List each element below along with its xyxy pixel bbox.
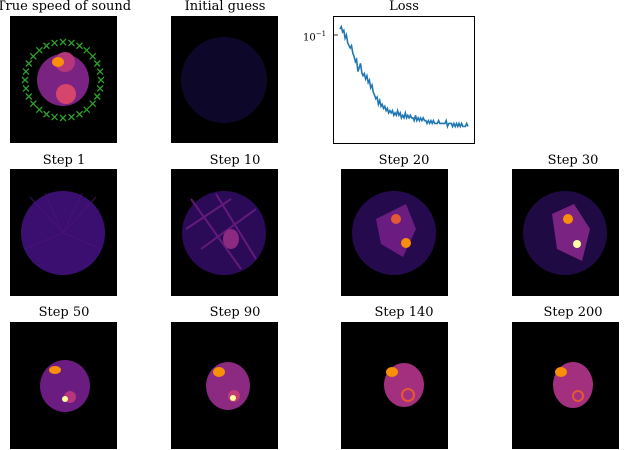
sensor-marker bbox=[96, 68, 104, 76]
loss-chart bbox=[333, 16, 475, 144]
sensor-marker bbox=[76, 110, 83, 118]
step30-region bbox=[552, 204, 590, 261]
panel-true-speed bbox=[10, 16, 117, 143]
panel-step-30 bbox=[512, 169, 619, 296]
sensor-marker bbox=[67, 39, 75, 47]
title-step-200: Step 200 bbox=[543, 305, 603, 320]
sensor-marker bbox=[83, 106, 91, 114]
step10-streaks bbox=[185, 193, 257, 270]
step30-hot-center bbox=[573, 240, 581, 248]
panel-step-10 bbox=[171, 169, 278, 296]
panel-step-140 bbox=[341, 322, 448, 449]
step200-hot-top bbox=[555, 367, 567, 377]
panel-step-1 bbox=[10, 169, 117, 296]
sensor-marker bbox=[22, 84, 30, 92]
title-true-speed: True speed of sound bbox=[0, 0, 132, 14]
panel-step-20 bbox=[341, 169, 448, 296]
sensor-marker bbox=[35, 46, 43, 54]
sensor-marker bbox=[29, 100, 37, 108]
loss-series-line bbox=[339, 24, 469, 130]
step1-streaks bbox=[24, 192, 102, 250]
step20-hot-top bbox=[391, 214, 401, 224]
loss-y-tick-label: 10−1 bbox=[303, 30, 327, 44]
sensor-marker bbox=[76, 42, 83, 50]
sensor-marker bbox=[93, 93, 101, 100]
sensor-marker bbox=[93, 60, 101, 67]
step10-blob bbox=[223, 229, 239, 249]
title-step-30: Step 30 bbox=[547, 153, 599, 168]
title-loss: Loss bbox=[389, 0, 419, 14]
inclusion-bottom bbox=[56, 84, 76, 104]
sensor-marker bbox=[59, 114, 67, 122]
title-step-10: Step 10 bbox=[209, 153, 261, 168]
sensor-marker bbox=[29, 52, 37, 60]
step50-body bbox=[40, 360, 90, 412]
step50-hot-center bbox=[62, 396, 68, 402]
sensor-marker bbox=[35, 106, 43, 114]
step90-hot-top bbox=[213, 367, 225, 377]
speed-disk bbox=[37, 54, 89, 106]
title-step-50: Step 50 bbox=[38, 305, 90, 320]
sensor-marker bbox=[25, 93, 33, 100]
step30-hot-top bbox=[563, 214, 573, 224]
sensor-marker bbox=[22, 68, 30, 76]
step140-hot-top bbox=[386, 367, 398, 377]
sensor-marker bbox=[51, 39, 59, 47]
panel-initial-guess bbox=[171, 16, 278, 143]
sensor-marker bbox=[59, 38, 67, 46]
sensor-marker bbox=[25, 60, 33, 67]
inclusion-top bbox=[55, 52, 75, 72]
sensor-marker bbox=[67, 113, 75, 121]
step140-ring bbox=[401, 388, 415, 402]
step50-hot-top bbox=[49, 366, 61, 374]
title-step-90: Step 90 bbox=[209, 305, 261, 320]
title-initial-guess: Initial guess bbox=[184, 0, 266, 14]
sensor-marker bbox=[96, 84, 104, 92]
sensor-marker bbox=[51, 113, 59, 121]
step90-hot-center bbox=[230, 395, 236, 401]
inclusion-hot bbox=[52, 57, 64, 67]
sensor-marker bbox=[43, 110, 50, 118]
sensor-marker bbox=[97, 76, 105, 84]
panel-step-90 bbox=[171, 322, 278, 449]
sensor-marker bbox=[21, 76, 29, 84]
title-step-20: Step 20 bbox=[378, 153, 430, 168]
sensor-marker bbox=[43, 42, 50, 50]
panel-step-200 bbox=[512, 322, 619, 449]
title-step-1: Step 1 bbox=[42, 153, 86, 168]
step20-hot-bottom bbox=[401, 238, 411, 248]
title-step-140: Step 140 bbox=[374, 305, 434, 320]
sensor-marker bbox=[89, 52, 97, 60]
initial-disk bbox=[181, 37, 267, 123]
step90-body bbox=[206, 362, 250, 410]
sensor-marker bbox=[83, 46, 91, 54]
sensor-ring bbox=[21, 38, 105, 122]
step200-ring bbox=[572, 390, 584, 402]
sensor-marker bbox=[89, 100, 97, 108]
panel-step-50 bbox=[10, 322, 117, 449]
